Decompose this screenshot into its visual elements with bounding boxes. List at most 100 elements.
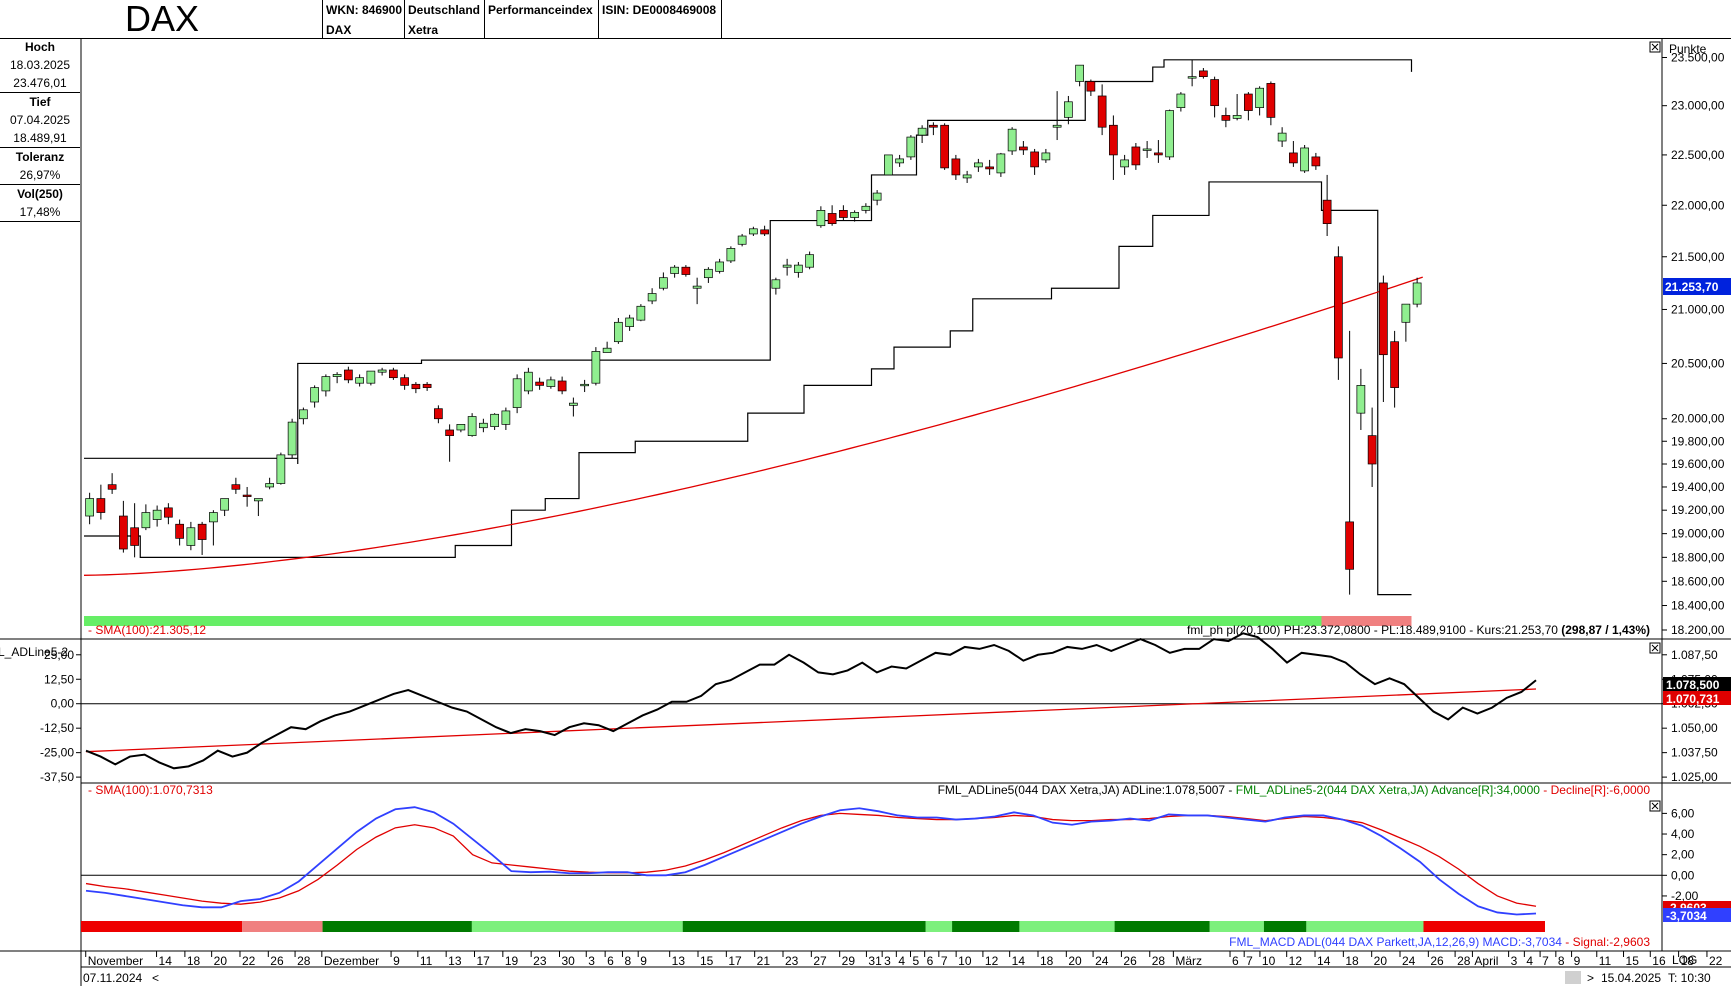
candle-up: [276, 454, 286, 484]
date-tick-label: 23: [785, 954, 799, 968]
stat-high-date: 18.03.2025: [9, 58, 71, 72]
candle-down: [119, 515, 128, 550]
date-tick-label: 12: [985, 954, 999, 968]
candle-up: [220, 498, 229, 511]
isin-cell: ISIN: DE0008469008: [598, 0, 722, 38]
adline-left-tick-label: 25,00: [44, 648, 74, 662]
date-tick-label: 13: [672, 954, 686, 968]
date-tick-label: 20: [214, 954, 228, 968]
candle-down: [760, 229, 769, 235]
price-axis-title: Punkte: [1669, 42, 1707, 56]
date-tick-label: 17: [477, 954, 491, 968]
price-tick-label: 18.600,00: [1671, 574, 1725, 588]
candle-down: [344, 369, 353, 381]
candle-up: [1277, 132, 1287, 142]
stat-high-value: 23.476,01: [13, 76, 67, 90]
candle-down: [839, 210, 848, 218]
date-tick-label: 3: [1511, 954, 1518, 968]
adline-right-tick-label: 1.087,50: [1671, 648, 1718, 662]
macd-bar-segment: [925, 921, 953, 932]
adline-left-tick-label: -25,00: [40, 746, 74, 760]
candle-up: [580, 383, 589, 387]
isin-label: ISIN: DE0008469008: [602, 3, 717, 17]
candle-down: [557, 380, 567, 392]
candle-up: [141, 512, 151, 529]
adline-legend-decline: - Decline[R]:-6,0000: [1540, 783, 1650, 797]
macd-bar-segment: [1019, 921, 1115, 932]
candle-down: [1221, 115, 1231, 121]
date-tick-label: 23: [533, 954, 547, 968]
sma100-path: [83, 276, 1423, 576]
candle-up: [737, 235, 747, 245]
upper-channel-line: [84, 59, 1413, 464]
candle-up: [906, 136, 916, 158]
candle-down: [985, 166, 994, 170]
adline-right-tick-label: 1.050,00: [1671, 721, 1718, 735]
date-tick-label: 15: [1626, 954, 1640, 968]
scroll-right-button[interactable]: >: [1587, 971, 1594, 985]
date-tick-label: 7: [941, 954, 948, 968]
candle-down: [411, 383, 421, 390]
candle-down: [1199, 70, 1208, 78]
macd-bar-segment: [1209, 921, 1264, 932]
price-legend-text: fml_ph pl(20,100) PH:23.372,0800 - PL:18…: [1187, 623, 1561, 637]
candle-down: [400, 377, 409, 386]
candle-up: [659, 277, 668, 289]
date-tick-label: 21: [757, 954, 771, 968]
candle-down: [389, 369, 398, 379]
candle-up: [366, 370, 376, 384]
date-tick-label: März: [1175, 954, 1202, 968]
candle-up: [647, 293, 657, 302]
candle-up: [1064, 101, 1073, 118]
stat-low-label: Tief: [29, 95, 51, 109]
candle-up: [884, 154, 893, 176]
candle-up: [524, 371, 533, 392]
stat-low-value: 18.489,91: [13, 131, 67, 145]
price-tick-label: 19.800,00: [1671, 434, 1725, 448]
candle-down: [535, 381, 544, 386]
candle-up: [872, 192, 882, 201]
candle-up: [209, 512, 218, 523]
trend-bar: [84, 616, 1412, 626]
stat-volatility-label: Vol(250): [17, 187, 63, 201]
macd-bar-segment: [1114, 921, 1210, 932]
close-icon[interactable]: [1649, 41, 1661, 53]
candle-up: [546, 379, 556, 387]
date-tick-label: 7: [1246, 954, 1253, 968]
price-tick-label: 21.500,00: [1671, 250, 1725, 264]
macd-badges: -2,9603 -3,7034: [1663, 901, 1731, 923]
candle-up: [917, 127, 927, 136]
signal-path: [85, 812, 1537, 907]
adline-path: [85, 632, 1537, 770]
candle-up: [569, 402, 578, 406]
candle-up: [186, 527, 196, 546]
candle-up: [321, 376, 331, 392]
candle-down: [1131, 146, 1141, 166]
date-tick-label: 18: [1345, 954, 1359, 968]
date-tick-label: 10: [1262, 954, 1276, 968]
candle-up: [479, 422, 488, 429]
panel-frames: [0, 38, 1731, 986]
date-tick-label: 3: [588, 954, 595, 968]
candle-up: [355, 377, 364, 384]
macd-histogram-bar: [81, 921, 1545, 932]
candle-up: [670, 266, 679, 274]
candle-up: [805, 254, 814, 268]
candle-up: [1187, 76, 1197, 79]
date-tick-label: 24: [1095, 954, 1109, 968]
macd-legend-signal: - Signal:-2,9603: [1562, 935, 1650, 949]
candle-down: [681, 266, 691, 275]
scrollbar-thumb[interactable]: [1565, 971, 1581, 984]
candle-up: [726, 248, 736, 262]
date-tick-label: 28: [297, 954, 311, 968]
date-tick-label: 28: [1152, 954, 1166, 968]
candle-down: [1345, 521, 1354, 570]
candle-up: [1356, 385, 1366, 414]
close-icon[interactable]: [1649, 800, 1661, 812]
close-icon[interactable]: [1649, 642, 1661, 654]
scroll-left-button[interactable]: <: [152, 971, 159, 985]
log-toggle[interactable]: LOG: [1672, 953, 1697, 967]
adline-last-label: 1.078,500: [1666, 678, 1720, 692]
price-legend: fml_ph pl(20,100) PH:23.372,0800 - PL:18…: [1187, 623, 1650, 637]
